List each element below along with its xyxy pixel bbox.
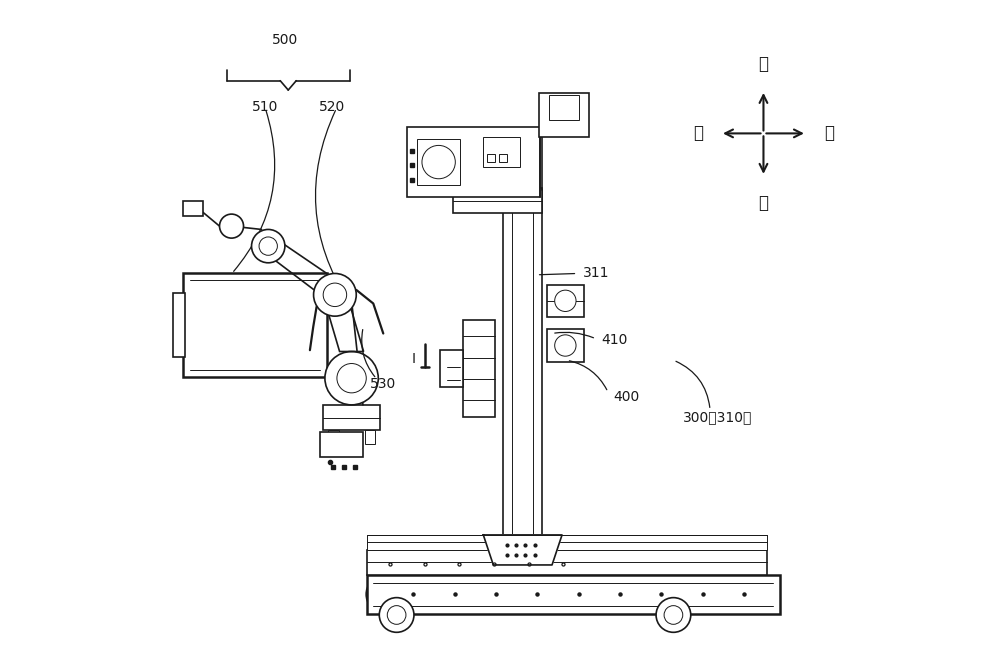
Text: 520: 520: [319, 100, 345, 113]
Bar: [547, 285, 584, 317]
Bar: [365, 430, 375, 444]
Text: 410: 410: [601, 334, 628, 347]
Bar: [323, 405, 380, 430]
Bar: [183, 273, 327, 377]
Text: 前: 前: [693, 125, 703, 142]
Bar: [440, 350, 463, 387]
Circle shape: [555, 335, 576, 356]
Text: 后: 后: [824, 125, 834, 142]
Bar: [328, 430, 339, 444]
Bar: [367, 535, 767, 550]
Polygon shape: [483, 535, 562, 565]
Circle shape: [337, 364, 366, 393]
Circle shape: [325, 352, 378, 405]
Bar: [173, 293, 185, 357]
Text: 311: 311: [583, 267, 609, 280]
Circle shape: [323, 283, 347, 307]
Bar: [367, 550, 767, 575]
Circle shape: [220, 214, 244, 238]
Text: 上: 上: [758, 55, 768, 73]
Text: 530: 530: [370, 377, 396, 390]
Bar: [453, 188, 542, 213]
Text: 400: 400: [613, 390, 640, 404]
Bar: [463, 320, 495, 417]
Bar: [503, 190, 542, 535]
Bar: [320, 432, 363, 457]
Text: 510: 510: [252, 100, 278, 113]
Text: 500: 500: [272, 33, 298, 47]
Circle shape: [555, 290, 576, 311]
Bar: [499, 154, 507, 162]
Bar: [547, 329, 584, 362]
Circle shape: [422, 145, 455, 179]
Bar: [407, 127, 540, 197]
Bar: [183, 201, 203, 216]
Text: 下: 下: [758, 194, 768, 212]
Circle shape: [379, 598, 414, 632]
Circle shape: [252, 229, 285, 263]
Bar: [539, 93, 589, 137]
Bar: [549, 95, 579, 120]
Bar: [367, 575, 780, 614]
Bar: [483, 137, 520, 167]
Circle shape: [314, 273, 356, 316]
Bar: [487, 154, 495, 162]
Circle shape: [259, 237, 277, 255]
Text: I: I: [411, 352, 415, 366]
Circle shape: [664, 606, 683, 624]
Circle shape: [387, 606, 406, 624]
Circle shape: [656, 598, 691, 632]
Text: 300（310）: 300（310）: [683, 410, 753, 424]
Bar: [417, 139, 460, 185]
